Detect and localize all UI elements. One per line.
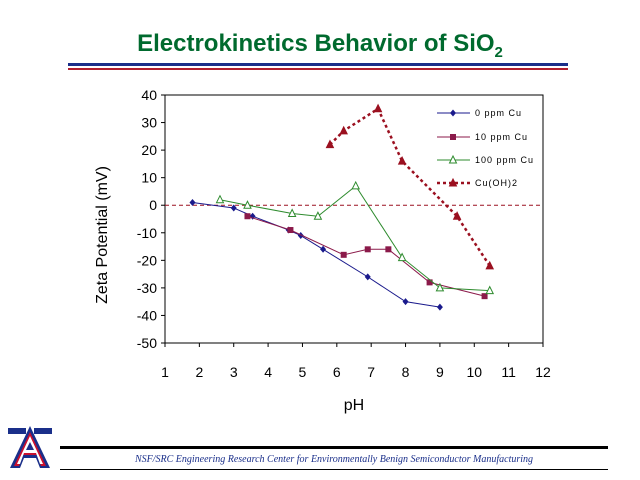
legend-label-cu-oh-2: Cu(OH)2: [475, 178, 518, 188]
title-rule-red: [68, 68, 568, 70]
data-point-100-ppm-cu: [313, 211, 323, 220]
y-tick-label: -10: [137, 225, 157, 241]
series-group: [189, 103, 495, 311]
legend-label-0-ppm-cu: 0 ppm Cu: [475, 108, 522, 118]
x-tick-label: 8: [402, 364, 410, 380]
y-axis-ticks: 40 30 20 10 0 -10 -20 -30 -40 -50: [137, 87, 165, 351]
x-tick-label: 10: [466, 364, 482, 380]
y-tick-label: -50: [137, 335, 157, 351]
y-axis-title: Zeta Potential (mV): [94, 166, 111, 304]
data-point-10-ppm-cu: [385, 246, 392, 253]
legend-label-100-ppm-cu: 100 ppm Cu: [475, 155, 534, 165]
footer-text: NSF/SRC Engineering Research Center for …: [134, 454, 534, 465]
data-point-10-ppm-cu: [364, 246, 371, 253]
x-tick-label: 12: [535, 364, 551, 380]
x-tick-label: 9: [436, 364, 444, 380]
data-point-100-ppm-cu: [215, 194, 225, 204]
legend-marker-cu-oh-2: [448, 177, 458, 187]
y-tick-label: -40: [137, 307, 157, 323]
legend-marker-10-ppm-cu: [450, 134, 456, 140]
title-main: Electrokinetics Behavior of SiO: [137, 30, 495, 57]
y-tick-label: 10: [141, 170, 157, 186]
data-point-cu-oh-2: [485, 260, 495, 270]
data-point-100-ppm-cu: [351, 180, 361, 190]
data-point-0-ppm-cu: [436, 303, 443, 311]
data-point-100-ppm-cu: [243, 200, 252, 209]
series-line-cu-oh-2: [329, 106, 491, 267]
university-a-logo-icon: [8, 426, 52, 468]
plot-area-frame: [164, 94, 544, 344]
data-point-10-ppm-cu: [340, 251, 347, 258]
y-tick-label: -30: [137, 280, 157, 296]
data-point-10-ppm-cu: [481, 293, 488, 300]
y-tick-label: 0: [149, 197, 157, 213]
data-point-cu-oh-2: [373, 103, 383, 113]
data-point-0-ppm-cu: [320, 245, 327, 253]
data-point-100-ppm-cu: [397, 252, 407, 262]
page-title: Electrokinetics Behavior of SiO2: [0, 30, 640, 61]
data-point-10-ppm-cu: [244, 213, 251, 220]
y-tick-label: 40: [141, 87, 157, 103]
data-point-cu-oh-2: [339, 125, 348, 135]
x-tick-label: 3: [230, 364, 238, 380]
x-tick-label: 2: [195, 364, 203, 380]
data-point-0-ppm-cu: [402, 298, 409, 306]
y-tick-label: -20: [137, 252, 157, 268]
footer-rule-top: [60, 446, 608, 449]
legend-label-10-ppm-cu: 10 ppm Cu: [475, 132, 528, 142]
series-line-100-ppm-cu: [219, 185, 490, 292]
data-point-100-ppm-cu: [485, 285, 495, 295]
data-point-cu-oh-2: [397, 156, 407, 165]
title-rule-blue: [68, 63, 568, 66]
y-tick-label: 30: [141, 115, 157, 131]
series-100-ppm-cu: [215, 180, 495, 295]
x-tick-label: 5: [299, 364, 307, 380]
data-point-10-ppm-cu: [426, 279, 433, 286]
data-point-cu-oh-2: [452, 211, 462, 220]
data-point-0-ppm-cu: [230, 204, 237, 212]
x-axis-ticks: 1 2 3 4 5 6 7 8 9 10 11 12: [161, 343, 551, 380]
y-tick-label: 20: [141, 142, 157, 158]
x-tick-label: 6: [333, 364, 341, 380]
x-tick-label: 4: [264, 364, 272, 380]
series-10-ppm-cu: [244, 213, 488, 300]
data-point-0-ppm-cu: [364, 273, 371, 281]
title-subscript: 2: [494, 43, 503, 61]
data-point-100-ppm-cu: [435, 282, 445, 292]
x-axis-title: pH: [344, 397, 364, 414]
footer-rule-bottom: [60, 469, 608, 470]
data-point-cu-oh-2: [325, 139, 335, 149]
series-cu-oh-2: [325, 103, 495, 270]
x-tick-label: 11: [501, 364, 516, 380]
data-point-100-ppm-cu: [287, 208, 297, 217]
x-tick-label: 1: [161, 364, 169, 380]
legend-marker-0-ppm-cu: [450, 109, 456, 117]
data-point-10-ppm-cu: [287, 227, 294, 234]
x-tick-label: 7: [367, 364, 375, 380]
series-0-ppm-cu: [189, 198, 443, 311]
data-point-0-ppm-cu: [189, 198, 196, 206]
legend-marker-100-ppm-cu: [448, 154, 458, 164]
legend: 0 ppm Cu 10 ppm Cu 100 ppm Cu Cu(OH)2: [437, 108, 534, 188]
